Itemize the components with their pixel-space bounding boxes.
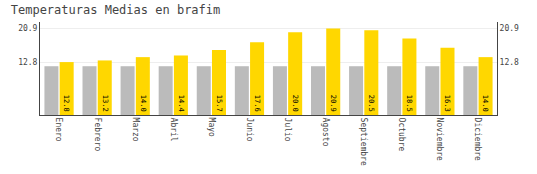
svg-text:12.8: 12.8 xyxy=(62,95,71,112)
svg-text:20.5: 20.5 xyxy=(367,95,376,112)
svg-text:Junio: Junio xyxy=(245,118,254,142)
svg-text:20.9: 20.9 xyxy=(329,95,338,112)
svg-text:20.9: 20.9 xyxy=(18,24,37,33)
svg-text:14.0: 14.0 xyxy=(139,95,148,112)
svg-text:Agosto: Agosto xyxy=(321,118,330,147)
svg-text:12.8: 12.8 xyxy=(500,58,519,67)
svg-text:Diciembre: Diciembre xyxy=(473,118,482,162)
svg-text:Febrero: Febrero xyxy=(93,118,102,152)
svg-text:Abril: Abril xyxy=(169,118,178,142)
svg-text:14.4: 14.4 xyxy=(177,95,186,112)
svg-text:20.9: 20.9 xyxy=(500,24,519,33)
svg-text:16.3: 16.3 xyxy=(443,95,452,112)
svg-text:15.7: 15.7 xyxy=(215,95,224,112)
svg-text:Julio: Julio xyxy=(283,118,292,142)
svg-text:20.0: 20.0 xyxy=(291,95,300,112)
svg-text:Temperaturas Medias en brafim: Temperaturas Medias en brafim xyxy=(11,3,221,17)
svg-text:Enero: Enero xyxy=(54,118,63,142)
svg-text:Mayo: Mayo xyxy=(207,118,216,137)
svg-text:Octubre: Octubre xyxy=(397,118,406,152)
svg-text:14.0: 14.0 xyxy=(481,95,490,112)
svg-text:Marzo: Marzo xyxy=(131,118,140,142)
svg-text:Noviembre: Noviembre xyxy=(435,118,444,162)
svg-text:Septiembre: Septiembre xyxy=(359,118,368,166)
svg-text:12.8: 12.8 xyxy=(18,58,37,67)
svg-text:17.6: 17.6 xyxy=(253,95,262,112)
svg-text:13.2: 13.2 xyxy=(101,95,110,112)
svg-text:18.5: 18.5 xyxy=(405,95,414,112)
